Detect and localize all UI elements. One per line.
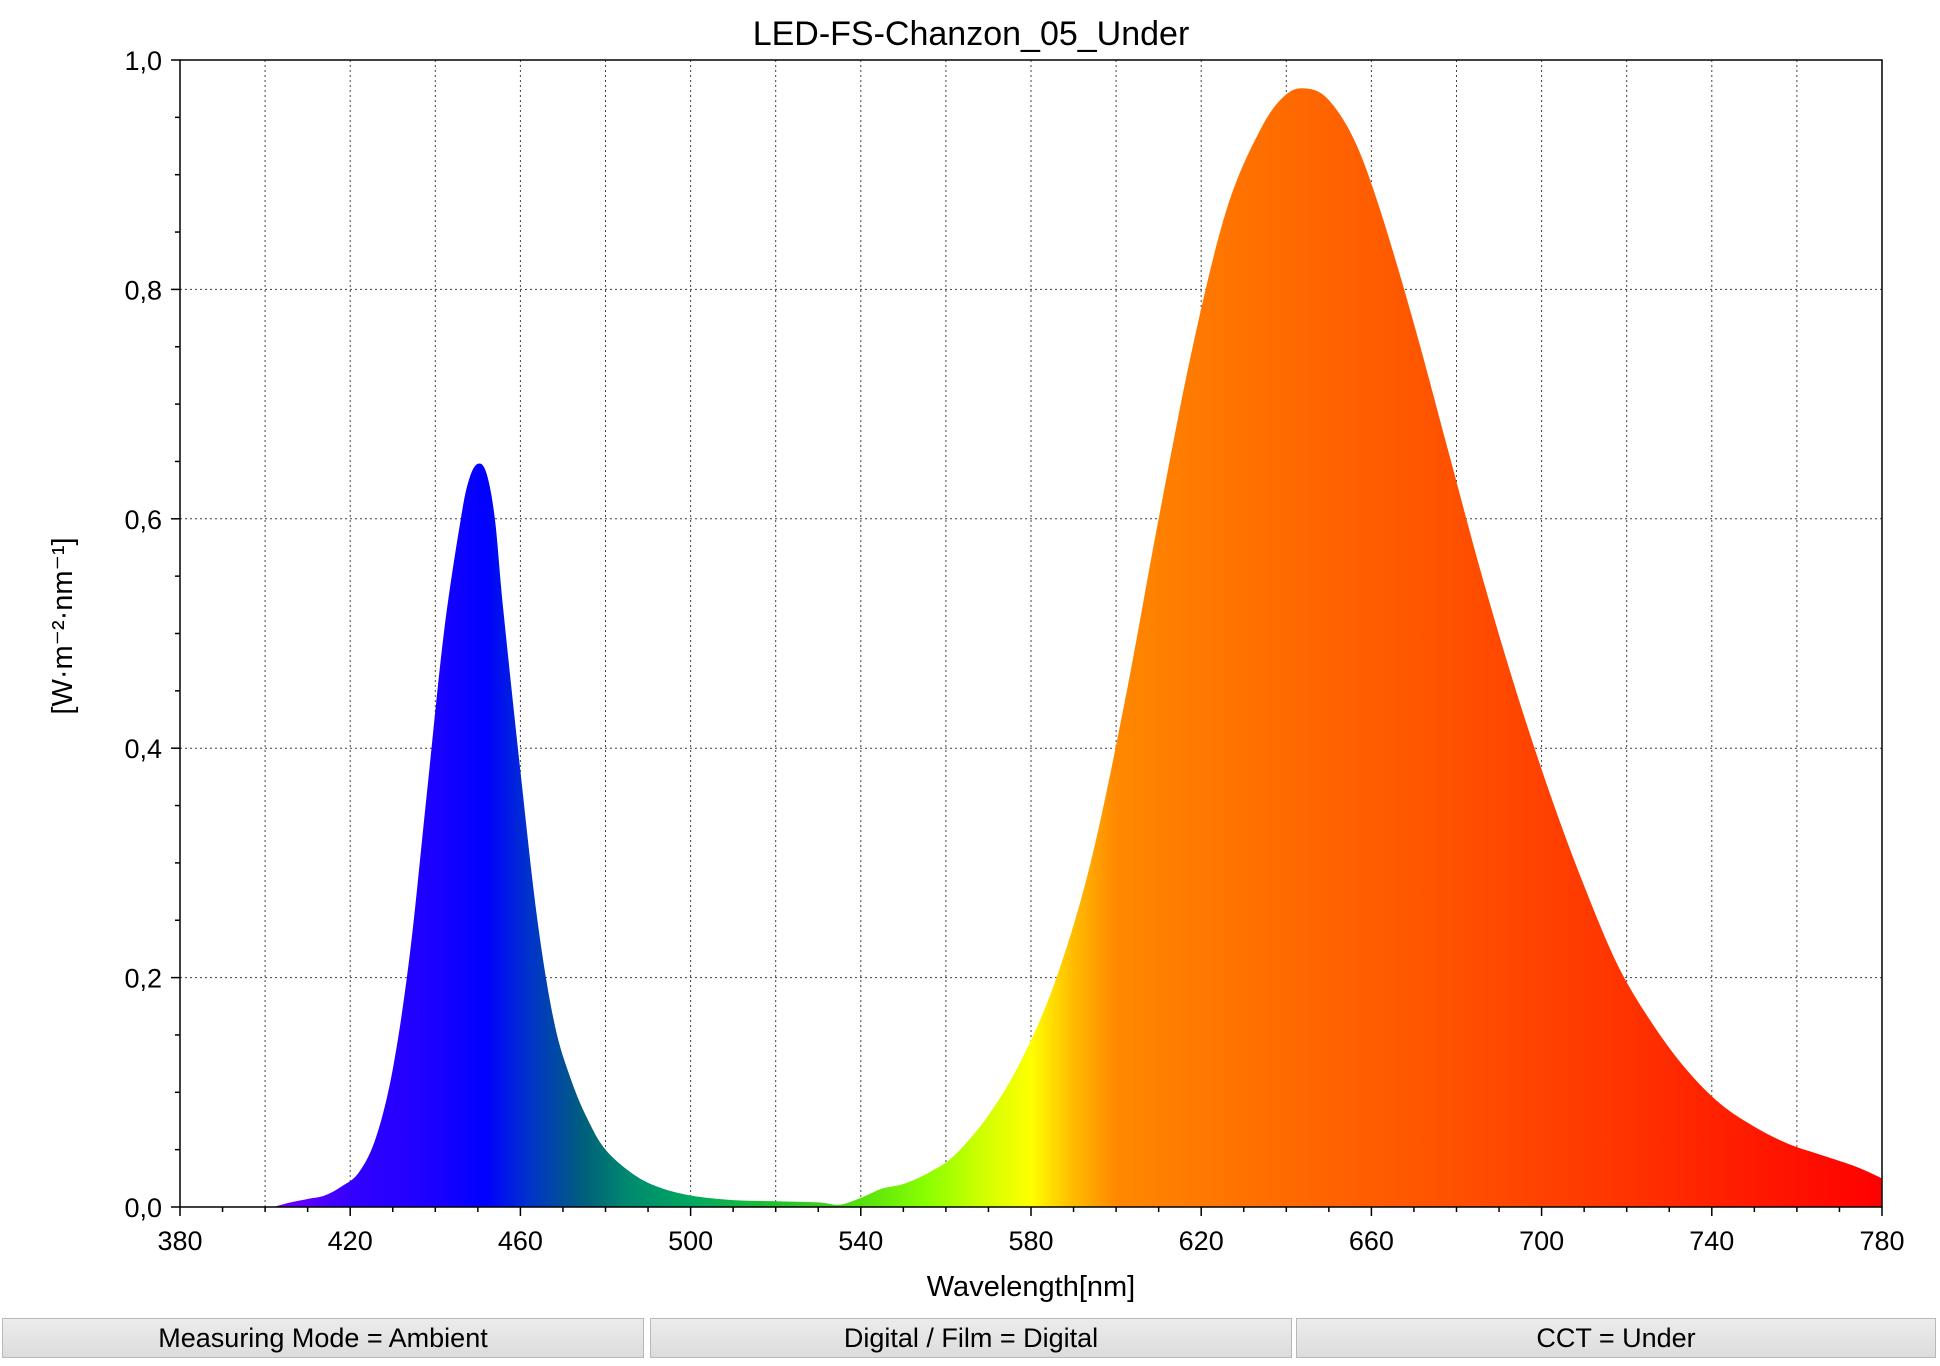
x-tick-label: 580: [1008, 1226, 1053, 1256]
spectrum-chart: LED-FS-Chanzon_05_Under 380 420 460 500 540 5…: [47, 15, 1905, 1303]
x-tick-label: 460: [498, 1226, 543, 1256]
x-tick-label: 380: [157, 1226, 202, 1256]
digital-film-field: Digital / Film = Digital: [650, 1318, 1292, 1358]
spectrum-area: [273, 88, 1882, 1208]
y-tick-label: 0,4: [124, 734, 162, 764]
x-axis-label: Wavelength[nm]: [927, 1271, 1135, 1303]
x-tick-label: 740: [1689, 1226, 1734, 1256]
status-bar: Measuring Mode = Ambient Digital / Film …: [0, 1318, 1940, 1366]
y-tick-label: 1,0: [124, 46, 162, 76]
y-axis-label: [W·m⁻²·nm⁻¹]: [47, 537, 79, 714]
y-axis: 0,0 0,2 0,4 0,6 0,8 1,0: [124, 46, 180, 1223]
x-tick-label: 500: [668, 1226, 713, 1256]
x-tick-label: 780: [1859, 1226, 1904, 1256]
y-tick-label: 0,2: [124, 964, 162, 994]
y-tick-label: 0,0: [124, 1193, 162, 1223]
chart-title: LED-FS-Chanzon_05_Under: [753, 15, 1190, 53]
y-tick-label: 0,8: [124, 275, 162, 305]
y-tick-label: 0,6: [124, 505, 162, 535]
cct-field: CCT = Under: [1296, 1318, 1936, 1358]
x-axis: 380 420 460 500 540 580 620 660 700 740 780: [157, 1207, 1905, 1256]
x-tick-label: 700: [1519, 1226, 1564, 1256]
measuring-mode-field: Measuring Mode = Ambient: [2, 1318, 644, 1358]
x-tick-label: 620: [1179, 1226, 1224, 1256]
x-tick-label: 540: [838, 1226, 883, 1256]
x-tick-label: 660: [1349, 1226, 1394, 1256]
x-tick-label: 420: [328, 1226, 373, 1256]
